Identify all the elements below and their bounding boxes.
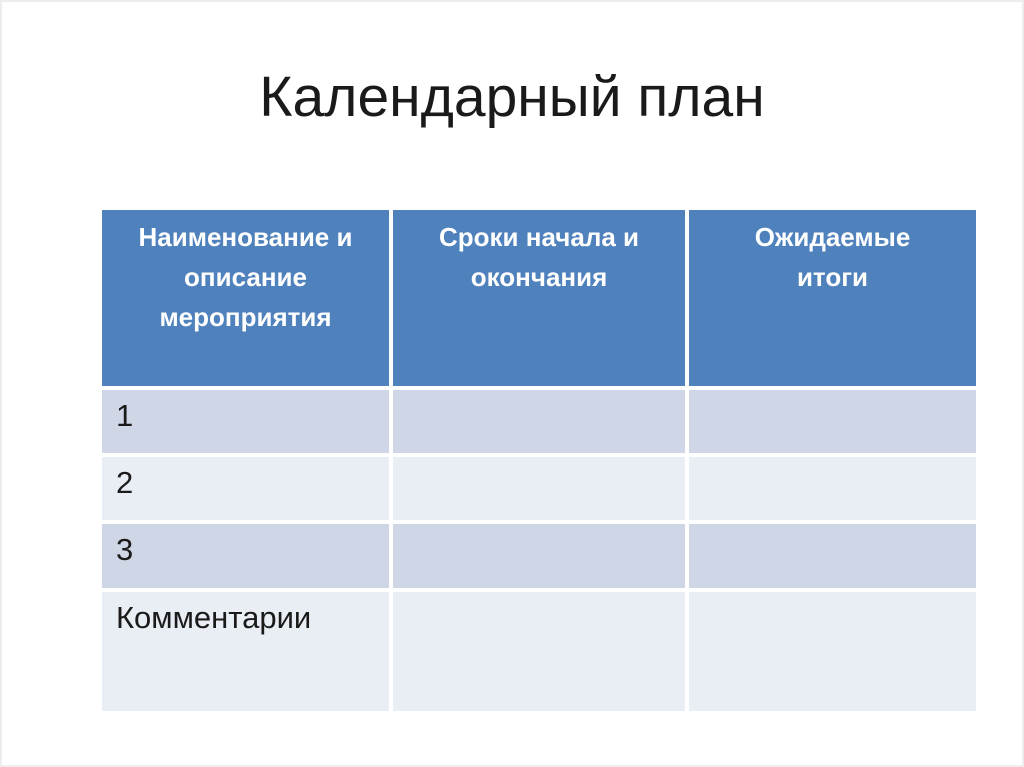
header-cell-expected-results: Ожидаемые итоги — [689, 210, 976, 386]
slide-title: Календарный план — [259, 65, 765, 129]
header-line: описание — [184, 262, 307, 292]
header-line: итоги — [796, 262, 869, 292]
row-label-cell: Комментарии — [102, 592, 389, 711]
header-line: мероприятия — [159, 302, 332, 332]
header-line: окончания — [470, 262, 608, 292]
header-line: Наименование и — [138, 222, 353, 252]
header-line: Ожидаемые — [754, 222, 911, 252]
results-cell — [689, 592, 976, 711]
row-label-cell: 2 — [102, 457, 389, 520]
schedule-table: Наименование и описание мероприятия Срок… — [102, 210, 976, 711]
results-cell — [689, 390, 976, 453]
dates-cell — [393, 457, 685, 520]
results-cell — [689, 457, 976, 520]
header-cell-dates: Сроки начала и окончания — [393, 210, 685, 386]
row-label-cell: 3 — [102, 524, 389, 588]
dates-cell — [393, 390, 685, 453]
dates-cell — [393, 524, 685, 588]
results-cell — [689, 524, 976, 588]
header-line: Сроки начала и — [438, 222, 639, 252]
row-label-cell: 1 — [102, 390, 389, 453]
header-cell-event-name: Наименование и описание мероприятия — [102, 210, 389, 386]
dates-cell — [393, 592, 685, 711]
